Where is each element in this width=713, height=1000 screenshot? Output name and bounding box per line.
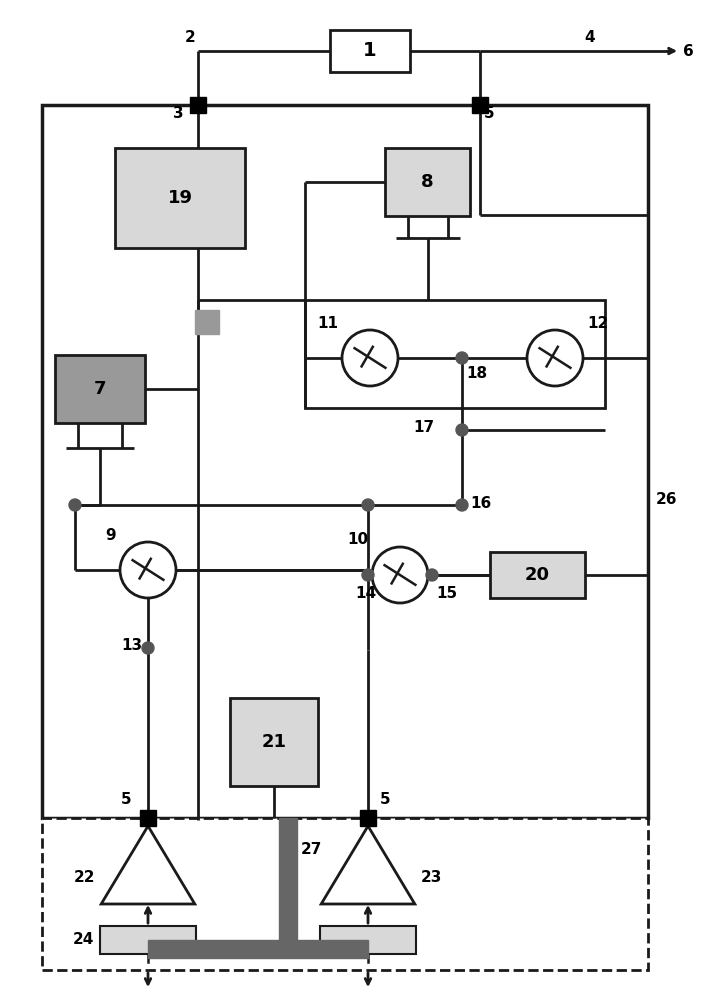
Text: 6: 6: [683, 43, 694, 58]
Text: 9: 9: [106, 528, 116, 544]
Bar: [472, 97, 488, 113]
Text: 24: 24: [73, 932, 94, 948]
Text: 26: 26: [656, 492, 677, 508]
Text: 10: 10: [347, 532, 368, 546]
Polygon shape: [101, 826, 195, 904]
Text: 21: 21: [262, 733, 287, 751]
Text: 14: 14: [356, 585, 376, 600]
Circle shape: [362, 569, 374, 581]
Bar: [330, 30, 410, 72]
Circle shape: [426, 569, 438, 581]
Bar: [190, 97, 206, 113]
Text: 16: 16: [470, 495, 491, 510]
Text: 4: 4: [585, 29, 595, 44]
Text: 17: 17: [413, 420, 434, 436]
Text: 5: 5: [380, 792, 391, 808]
Bar: [360, 810, 376, 826]
Text: 12: 12: [587, 316, 608, 332]
Text: 7: 7: [93, 380, 106, 398]
Bar: [42, 818, 648, 970]
Circle shape: [342, 330, 398, 386]
Text: 27: 27: [301, 842, 322, 857]
Bar: [385, 148, 470, 216]
Bar: [279, 818, 297, 950]
Circle shape: [120, 542, 176, 598]
Text: 15: 15: [436, 585, 457, 600]
Text: 2: 2: [185, 29, 196, 44]
Bar: [195, 310, 219, 334]
Bar: [490, 552, 585, 598]
Circle shape: [372, 547, 428, 603]
Bar: [305, 300, 605, 408]
Bar: [100, 926, 196, 954]
Bar: [148, 940, 368, 958]
Text: 23: 23: [421, 870, 442, 886]
Text: 20: 20: [525, 566, 550, 584]
Text: 8: 8: [421, 173, 434, 191]
Circle shape: [142, 642, 154, 654]
Circle shape: [69, 499, 81, 511]
Text: 19: 19: [168, 189, 193, 207]
Bar: [42, 105, 648, 818]
Text: 22: 22: [73, 870, 96, 886]
Polygon shape: [321, 826, 415, 904]
Circle shape: [456, 424, 468, 436]
Text: 1: 1: [363, 41, 376, 60]
Text: 18: 18: [466, 366, 487, 381]
Bar: [115, 148, 245, 248]
Text: 3: 3: [173, 105, 184, 120]
Circle shape: [456, 499, 468, 511]
Text: 13: 13: [121, 639, 142, 654]
Circle shape: [527, 330, 583, 386]
Bar: [140, 810, 156, 826]
Text: 11: 11: [317, 316, 338, 332]
Circle shape: [362, 499, 374, 511]
Circle shape: [456, 352, 468, 364]
Text: 5: 5: [120, 792, 131, 808]
Bar: [230, 698, 318, 786]
Bar: [320, 926, 416, 954]
Text: 5: 5: [484, 105, 495, 120]
Bar: [55, 355, 145, 423]
